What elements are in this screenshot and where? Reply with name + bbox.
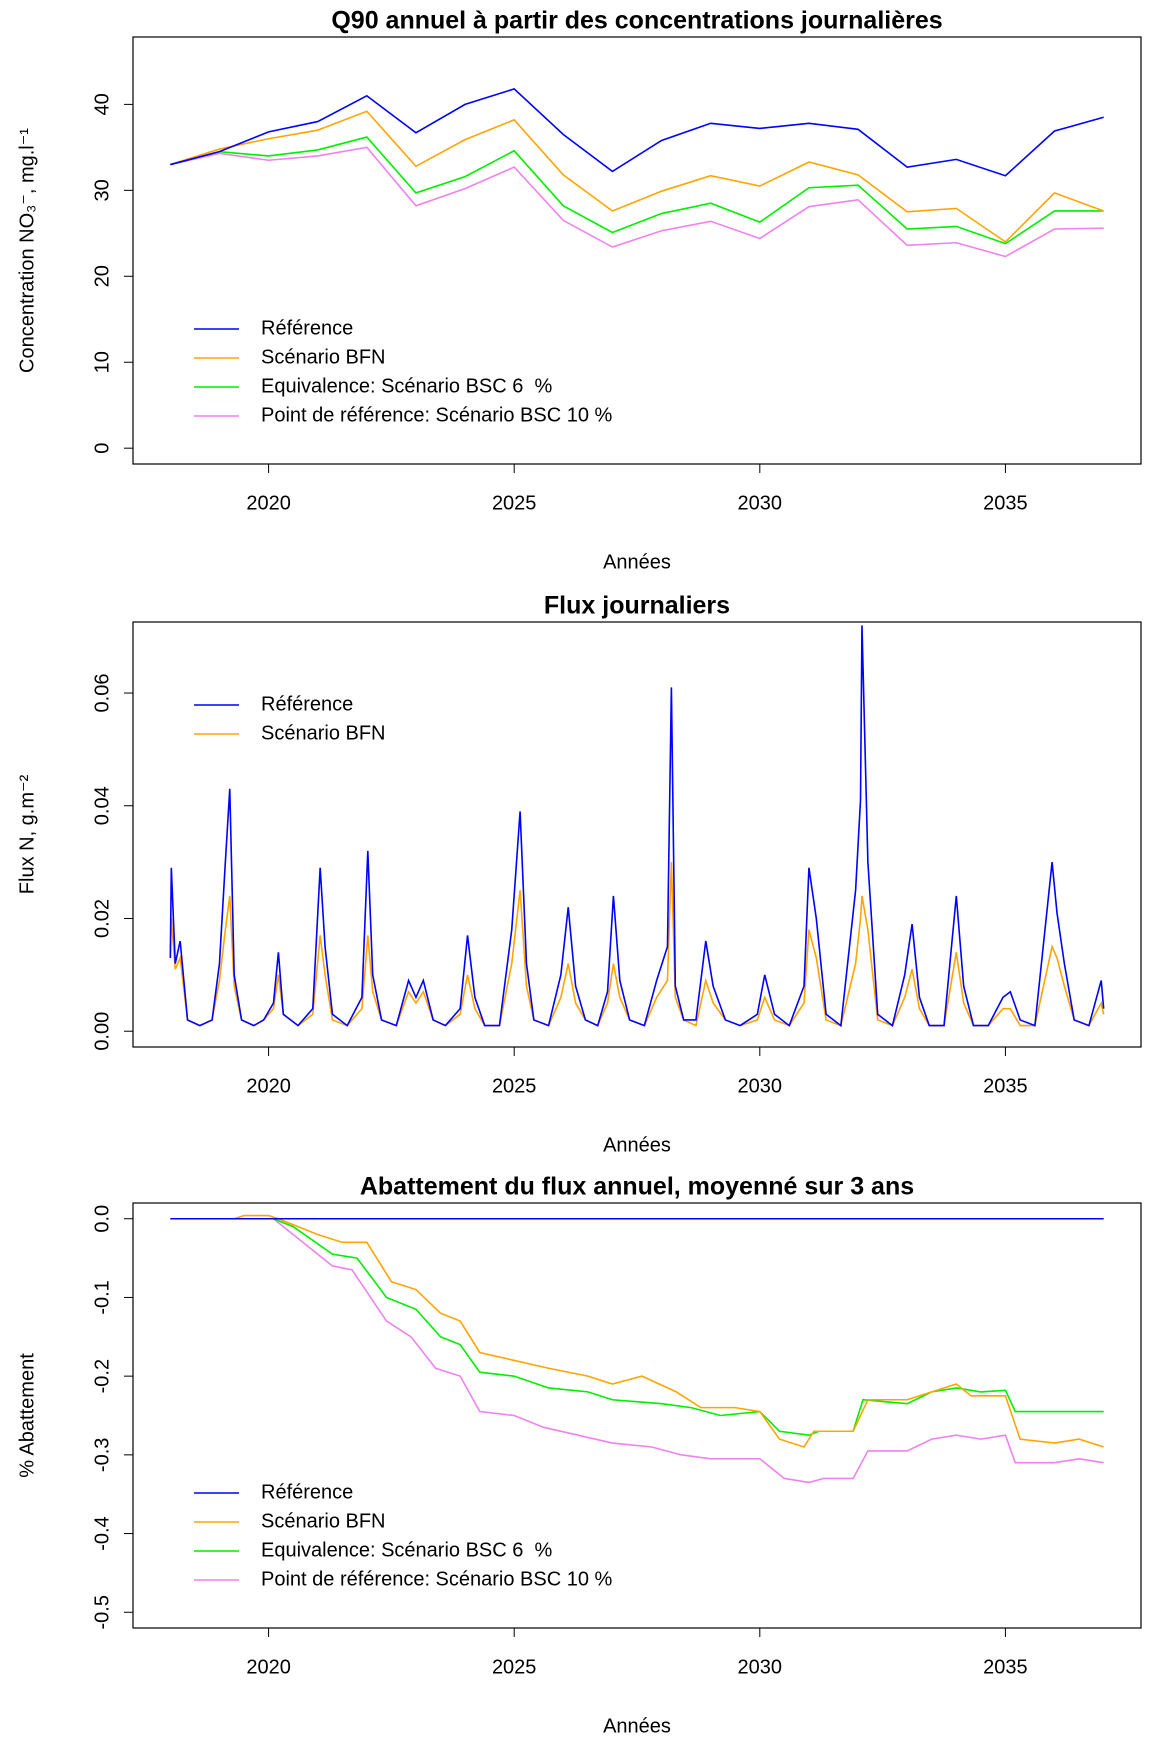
x-tick-label: 2030 bbox=[738, 1075, 783, 1097]
y-axis-label: % Abattement bbox=[16, 1353, 38, 1478]
legend-label: Equivalence: Scénario BSC 6 % bbox=[261, 1539, 552, 1561]
chart-title: Abattement du flux annuel, moyenné sur 3… bbox=[360, 1173, 914, 1201]
chart-title: Q90 annuel à partir des concentrations j… bbox=[331, 7, 942, 35]
legend-label: Scénario BFN bbox=[261, 346, 386, 368]
y-tick-label: 10 bbox=[91, 351, 113, 373]
y-tick-label: 30 bbox=[91, 179, 113, 201]
y-tick-label: -0.3 bbox=[91, 1438, 113, 1472]
x-tick-label: 2035 bbox=[983, 492, 1028, 514]
x-axis-label: Années bbox=[603, 1134, 671, 1156]
y-tick-label: -0.5 bbox=[91, 1595, 113, 1629]
x-tick-label: 2020 bbox=[246, 1656, 291, 1678]
legend-label: Equivalence: Scénario BSC 6 % bbox=[261, 375, 552, 397]
series-line bbox=[170, 88, 1104, 177]
series-line bbox=[170, 1217, 1104, 1437]
x-tick-label: 2030 bbox=[738, 492, 783, 514]
x-tick-label: 2030 bbox=[738, 1656, 783, 1678]
y-tick-label: 0.02 bbox=[91, 899, 113, 938]
series-line bbox=[170, 146, 1104, 258]
legend-label: Référence bbox=[261, 693, 353, 715]
legend-label: Référence bbox=[261, 1481, 353, 1503]
y-axis-label: Flux N, g.m⁻² bbox=[16, 774, 38, 894]
x-axis-label: Années bbox=[603, 1715, 671, 1737]
chart-title: Flux journaliers bbox=[544, 592, 730, 620]
y-tick-label: 0 bbox=[91, 443, 113, 454]
legend-label: Référence bbox=[261, 317, 353, 339]
plot-box bbox=[132, 36, 1142, 465]
series-line bbox=[169, 625, 1105, 1028]
series-line bbox=[170, 1217, 1104, 1484]
series-line bbox=[170, 1214, 1104, 1448]
x-tick-label: 2020 bbox=[246, 1075, 291, 1097]
legend-label: Point de référence: Scénario BSC 10 % bbox=[261, 404, 613, 426]
y-tick-label: 0.0 bbox=[91, 1205, 113, 1233]
y-tick-label: -0.1 bbox=[91, 1280, 113, 1314]
x-tick-label: 2025 bbox=[492, 1075, 537, 1097]
y-tick-label: 0.06 bbox=[91, 674, 113, 713]
y-tick-label: -0.4 bbox=[91, 1516, 113, 1550]
x-axis-label: Années bbox=[603, 551, 671, 573]
x-tick-label: 2035 bbox=[983, 1656, 1028, 1678]
x-tick-label: 2020 bbox=[246, 492, 291, 514]
x-tick-label: 2025 bbox=[492, 492, 537, 514]
legend-label: Point de référence: Scénario BSC 10 % bbox=[261, 1568, 613, 1590]
y-tick-label: 20 bbox=[91, 265, 113, 287]
y-axis-label: Concentration NO₃⁻, mg.l⁻¹ bbox=[16, 128, 38, 373]
x-tick-label: 2035 bbox=[983, 1075, 1028, 1097]
y-tick-label: 0.04 bbox=[91, 786, 113, 825]
legend-label: Scénario BFN bbox=[261, 1510, 386, 1532]
series-line bbox=[170, 110, 1104, 243]
series-line bbox=[169, 862, 1105, 1027]
y-tick-label: 0.00 bbox=[91, 1012, 113, 1051]
x-tick-label: 2025 bbox=[492, 1656, 537, 1678]
y-tick-label: -0.2 bbox=[91, 1359, 113, 1393]
y-tick-label: 40 bbox=[91, 93, 113, 115]
series-line bbox=[170, 136, 1104, 245]
legend-label: Scénario BFN bbox=[261, 722, 386, 744]
plot-box bbox=[132, 621, 1142, 1048]
plot-box bbox=[132, 1202, 1142, 1629]
